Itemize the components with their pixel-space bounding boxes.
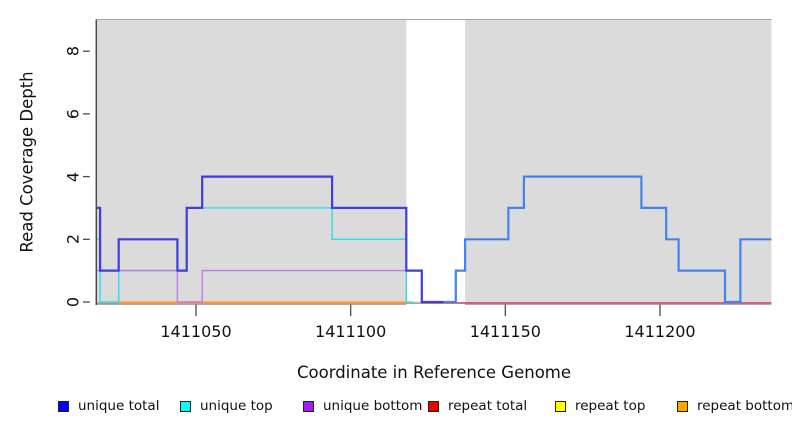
legend-label: repeat total [448,398,528,414]
legend-swatch-icon [58,400,69,412]
legend-label: unique top [200,398,273,414]
x-tick-label-1411050: 1411050 [160,322,232,341]
background-band-1 [465,19,772,305]
legend-item-unique-bottom: unique bottom [303,398,423,414]
y-tick-label-2: 2 [63,234,83,245]
legend-label: repeat bottom [697,398,792,414]
y-tick-label-0: 0 [63,296,83,308]
legend-item-repeat-top: repeat top [555,398,646,414]
x-tick-label-1411200: 1411200 [624,322,696,341]
unique-total-line-right [443,175,772,304]
legend-swatch-icon [303,400,314,412]
legend-item-repeat-bottom: repeat bottom [677,398,792,414]
y-tick-label-6: 6 [63,108,83,119]
unique-total-line-left [97,175,444,304]
legend-label: unique bottom [323,398,423,414]
legend-swatch-icon [428,400,439,412]
x-axis-title: Coordinate in Reference Genome [296,363,572,382]
x-tick-label-1411100: 1411100 [315,322,387,341]
legend-swatch-icon [677,400,688,412]
y-axis-title: Read Coverage Depth [17,71,37,253]
y-tick-label-4: 4 [63,171,83,182]
legend-label: unique total [78,398,160,414]
legend-item-repeat-total: repeat total [428,398,528,414]
y-tick-label-8: 8 [63,46,83,57]
legend-swatch-icon [555,400,566,412]
x-tick-label-1411150: 1411150 [469,322,541,341]
legend-label: repeat top [575,398,646,414]
legend-item-unique-total: unique total [58,398,160,414]
background-band-0 [97,19,407,305]
legend-item-unique-top: unique top [180,398,273,414]
legend-swatch-icon [180,400,191,412]
